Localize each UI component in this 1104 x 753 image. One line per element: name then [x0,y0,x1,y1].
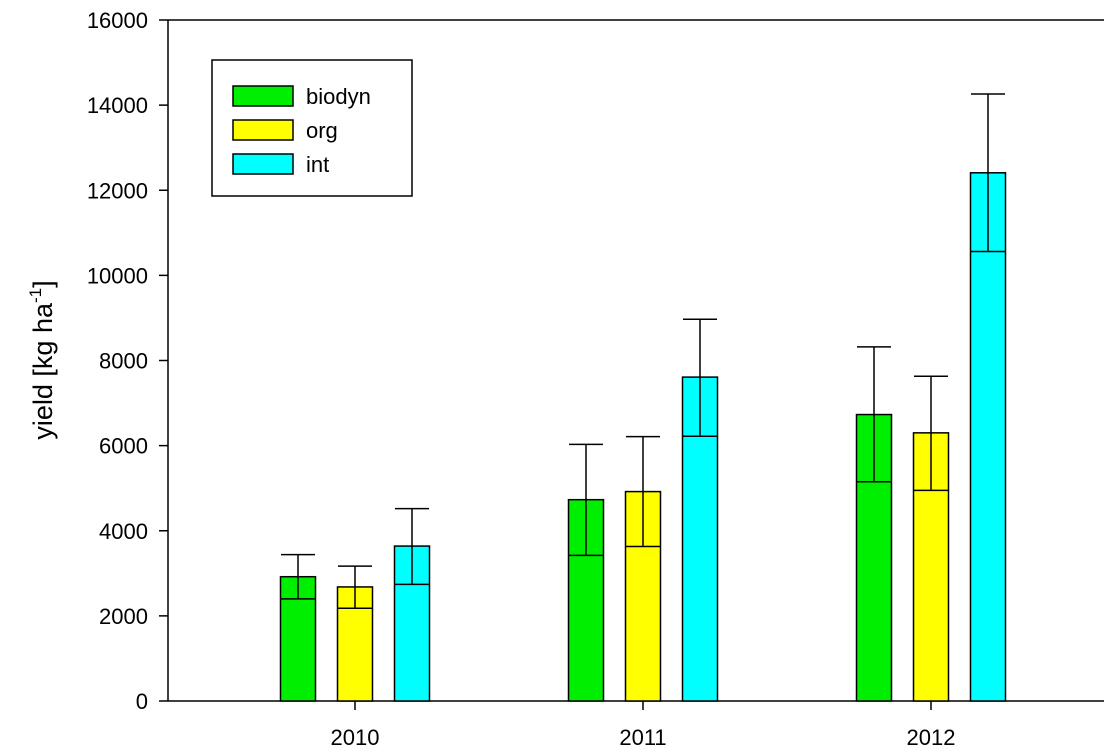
y-axis-title: yield [kg ha-1] [26,280,58,439]
y-tick-label: 2000 [99,604,148,629]
legend-label-int: int [306,152,329,177]
bars [279,172,1007,702]
y-tick-label: 0 [136,689,148,714]
y-tick-label: 16000 [87,8,148,33]
legend-swatch-biodyn [232,85,294,107]
y-tick-label: 12000 [87,178,148,203]
y-tick-label: 8000 [99,349,148,374]
bar-int-2011 [681,376,719,702]
error-bars [281,93,1005,609]
y-tick-label: 6000 [99,434,148,459]
x-tick-label: 2010 [331,725,380,750]
ticks: 0 2000 4000 6000 8000 10000 12000 14000 16000 201… [87,8,956,750]
legend-label-biodyn: biodyn [306,84,371,109]
y-tick-label: 4000 [99,519,148,544]
legend-swatch-int [232,153,294,175]
y-axis-title-sup: -1 [26,288,45,303]
y-tick-label: 10000 [87,263,148,288]
y-axis-title-main: yield [kg ha [28,302,58,440]
legend-swatch-org [232,119,294,141]
y-axis-title-close: ] [28,280,58,288]
x-tick-label: 2011 [619,725,666,750]
x-tick-label: 2012 [907,725,956,750]
legend-label-org: org [306,118,338,143]
legend: biodyn org int [211,59,413,197]
bar-int-2012 [969,172,1007,702]
bar-biodyn-2011 [567,498,605,702]
y-tick-label: 14000 [87,93,148,118]
